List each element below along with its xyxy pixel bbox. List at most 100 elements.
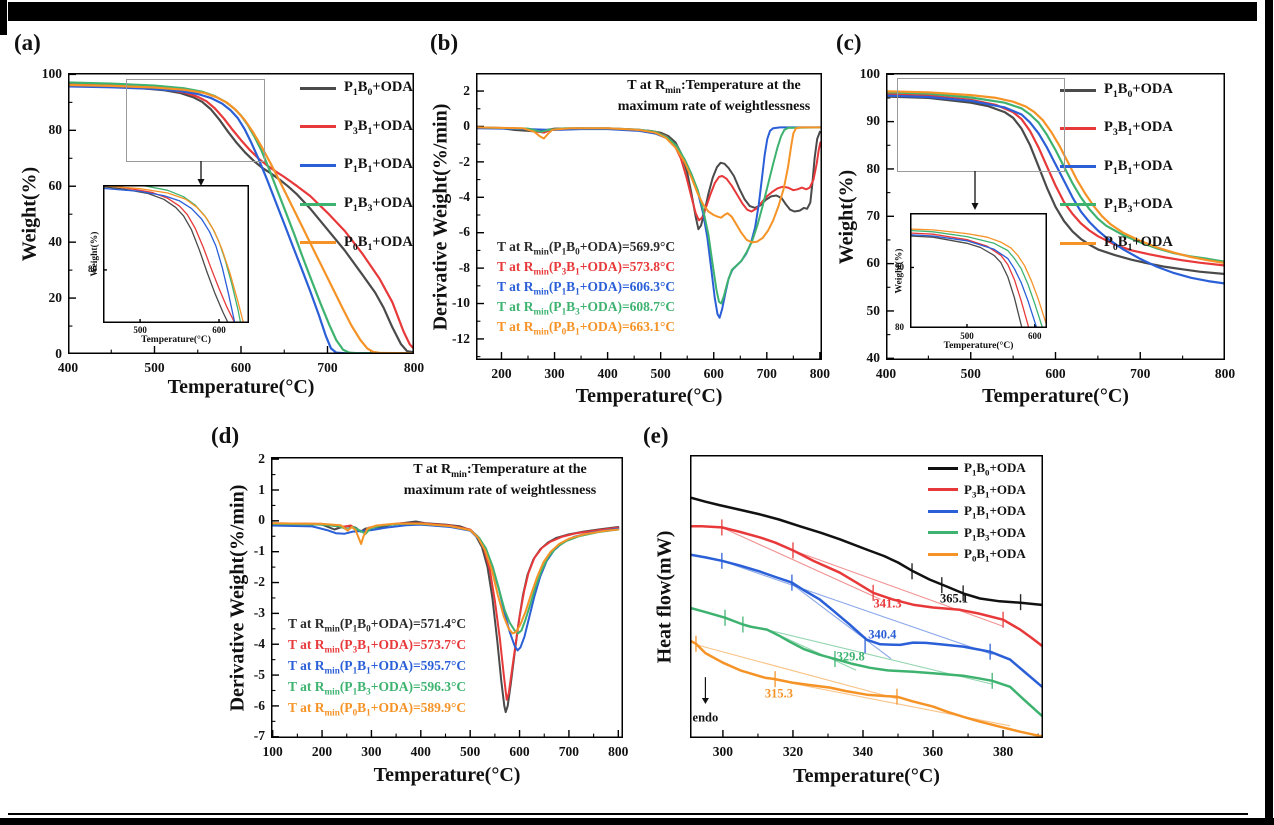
subscript: 1 [352, 86, 358, 98]
x-tick-label: 400 [38, 360, 98, 376]
text-run: B [357, 679, 367, 694]
x-tick-label: 200 [471, 366, 531, 382]
x-axis-label: Temperature(°C) [103, 335, 249, 345]
text-run: 40 [866, 349, 881, 365]
text-run: 800 [809, 366, 830, 381]
x-tick-label: 500 [125, 360, 185, 376]
annotation-list-item: T at Rmin(P0B1+ODA)=589.9°C [288, 697, 466, 718]
text-run: T at R [413, 462, 452, 477]
subscript: 0 [352, 241, 358, 253]
text-run: (P [548, 259, 562, 274]
series-curve [886, 94, 1225, 285]
series-curve [910, 229, 1044, 328]
y-axis-label: Weight(%) [18, 73, 40, 354]
subscript: 1 [971, 532, 977, 543]
text-run: B [357, 637, 367, 652]
text-run: :Temperature at the [466, 462, 587, 477]
text-run: Derivative Weight(%/min) [429, 103, 451, 330]
x-tick-label: 600 [189, 325, 249, 335]
text-run: -4 [458, 188, 470, 204]
text-run: +ODA [1132, 234, 1173, 251]
note-line: maximum rate of weightlessness [330, 480, 670, 501]
text-run: B [566, 239, 576, 254]
text-run: +ODA)=573.7°C [370, 637, 467, 652]
legend-label: P1B0+ODA [964, 460, 1026, 477]
text-run: +ODA [989, 524, 1026, 540]
y-axis-label: Derivative Weight(%/min) [226, 457, 248, 738]
text-run: (b) [430, 30, 459, 55]
text-run: B [1117, 157, 1128, 174]
subscript: 0 [971, 553, 977, 564]
annotation-list-item: T at Rmin(P1B3+ODA)=596.3°C [288, 676, 466, 697]
text-run: P [344, 233, 353, 250]
text-run: 360 [922, 744, 944, 759]
text-run: P [964, 524, 972, 540]
note-text: T at Rmin:Temperature at the maximum rate… [330, 459, 670, 501]
text-run: +ODA)=606.3°C [579, 279, 676, 294]
text-run: 700 [317, 360, 338, 375]
axes-frame [886, 73, 1225, 360]
subscript: 1 [367, 241, 373, 253]
text-run: 600 [703, 366, 724, 381]
annotation: 315.3 [765, 687, 793, 702]
text-run: +ODA [372, 79, 413, 95]
x-tick-label: 320 [763, 744, 823, 760]
text-run: T at R [288, 679, 325, 694]
annotation: 329.8 [837, 650, 865, 665]
text-run: 340.4 [868, 627, 897, 642]
y-tick-label: -2 [410, 154, 470, 170]
zoom-arrow-head [197, 179, 205, 186]
y-tick-label: -3 [205, 605, 265, 621]
subscript: min [324, 623, 340, 634]
subscript: 3 [971, 489, 977, 500]
text-run: B [566, 299, 576, 314]
y-axis-label: Derivative Weight(%/min) [429, 73, 451, 360]
panel-label-b: (b) [430, 30, 458, 56]
x-axis-label: Temperature(°C) [271, 764, 623, 787]
series-curve [68, 85, 414, 354]
x-tick-label: 500 [440, 744, 500, 760]
text-run: -6 [253, 697, 265, 713]
text-run: B [357, 195, 368, 212]
legend-swatch [300, 163, 336, 167]
text-run: B [566, 319, 576, 334]
text-run: +ODA)=589.9°C [370, 700, 467, 715]
y-tick-label: -6 [205, 698, 265, 714]
text-run: B [1117, 234, 1128, 251]
text-run: (P [548, 299, 562, 314]
subscript: 0 [366, 623, 371, 634]
text-run: Weight(%) [90, 231, 100, 277]
text-run: P [964, 503, 972, 519]
subscript: 0 [561, 326, 567, 337]
text-run: -2 [253, 574, 265, 590]
legend-label: P3B1+ODA [1104, 119, 1173, 137]
x-tick-label: 700 [539, 744, 599, 760]
series-curve [910, 228, 1047, 328]
legend-label: P0B1+ODA [344, 233, 413, 253]
text-run: -6 [458, 224, 470, 240]
legend-swatch [928, 552, 958, 556]
x-tick-label: 800 [1195, 366, 1255, 382]
text-run: B [357, 156, 368, 173]
y-tick-label: 100 [820, 66, 880, 82]
subscript: 1 [1127, 242, 1133, 254]
text-run: 300 [712, 744, 734, 759]
series-curve [910, 235, 1023, 328]
y-axis-label: Heat flow(mW) [653, 455, 675, 738]
text-run: (P [548, 239, 562, 254]
series-curve [476, 126, 822, 222]
text-run: +ODA)=573.8°C [579, 259, 676, 274]
subscript: 3 [366, 686, 371, 697]
text-run: 2 [463, 82, 470, 98]
x-tick-label: 500 [937, 331, 997, 341]
y-axis-label: Weight(%) [888, 213, 910, 328]
axes-frame [476, 73, 822, 360]
text-run: 60 [48, 177, 63, 193]
x-tick-label: 400 [391, 744, 451, 760]
page-right-border [1265, 0, 1273, 825]
y-tick-label: 100 [2, 66, 62, 82]
series-curve [910, 232, 1030, 328]
legend-label: P3B1+ODA [344, 118, 413, 136]
y-tick-label: 0 [410, 118, 470, 134]
text-run: 500 [133, 325, 147, 335]
